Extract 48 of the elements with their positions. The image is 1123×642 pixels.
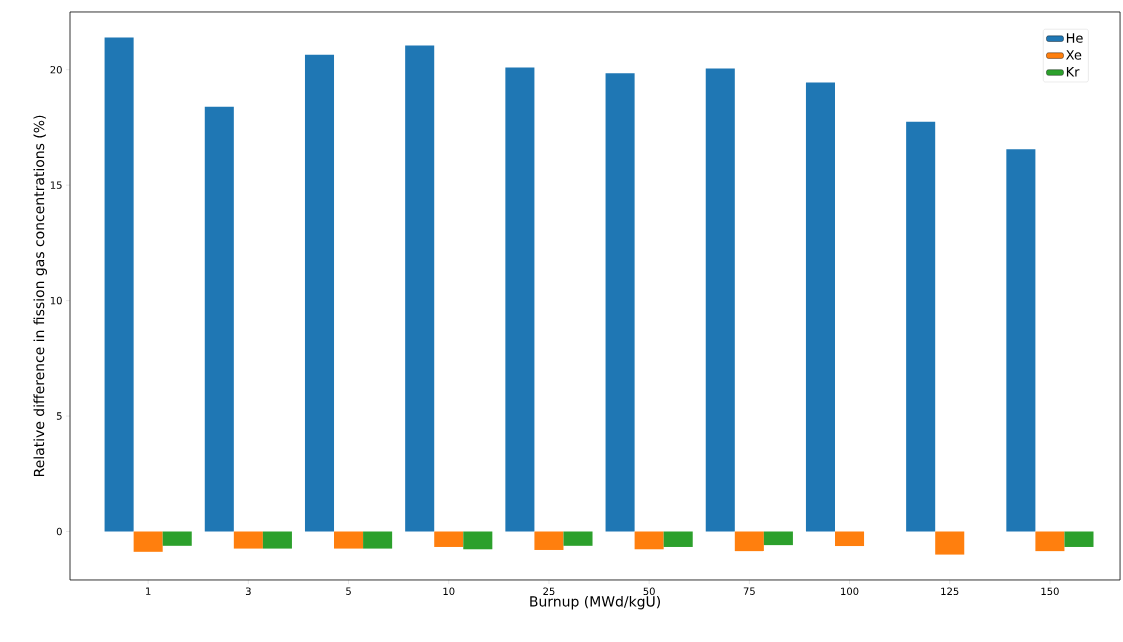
bar (835, 531, 865, 547)
bar (405, 45, 435, 532)
bar (1035, 531, 1065, 552)
bar (505, 67, 535, 532)
y-tick-label: 10 (50, 296, 62, 305)
bar (162, 531, 192, 546)
x-tick-label: 75 (743, 587, 755, 595)
bar (1064, 531, 1094, 547)
bar (434, 531, 464, 547)
bar (233, 531, 263, 549)
y-tick-label: 15 (50, 181, 62, 189)
bar (805, 82, 835, 532)
bar (705, 68, 735, 532)
bar (204, 106, 234, 532)
x-tick-label: 50 (643, 587, 655, 596)
bar (304, 54, 335, 532)
bar (663, 531, 693, 547)
bar (334, 531, 364, 549)
x-tick-label: 150 (1041, 587, 1059, 596)
x-tick-label: 25 (543, 587, 555, 596)
legend-label: Xe (1066, 50, 1082, 60)
bar (463, 531, 493, 550)
bar (262, 531, 292, 549)
x-tick-label: 3 (245, 587, 251, 596)
x-tick-label: 100 (841, 587, 859, 596)
y-tick-label: 20 (50, 65, 62, 74)
x-axis-title: Burnup (MWd/kgU) (530, 595, 660, 610)
bar (605, 73, 635, 532)
bar (104, 37, 134, 532)
x-tick-label: 1 (146, 587, 151, 595)
bar (563, 531, 593, 546)
bar (763, 531, 793, 546)
legend-label: Kr (1066, 67, 1080, 77)
bar (1006, 149, 1036, 532)
bar (734, 531, 764, 552)
y-axis-title: Relative difference in fission gas concentrations (%) (33, 115, 47, 477)
bar (634, 531, 664, 550)
x-tick-label: 10 (443, 587, 455, 596)
y-tick-label: 5 (56, 412, 62, 420)
bar (534, 531, 564, 550)
bar (906, 121, 936, 532)
x-tick-label: 125 (941, 587, 959, 596)
bar (133, 531, 163, 552)
y-tick-label: 0 (56, 527, 62, 536)
bar (935, 531, 965, 555)
bar (363, 531, 393, 549)
legend-label: He (1066, 33, 1083, 43)
x-tick-label: 5 (346, 587, 351, 595)
